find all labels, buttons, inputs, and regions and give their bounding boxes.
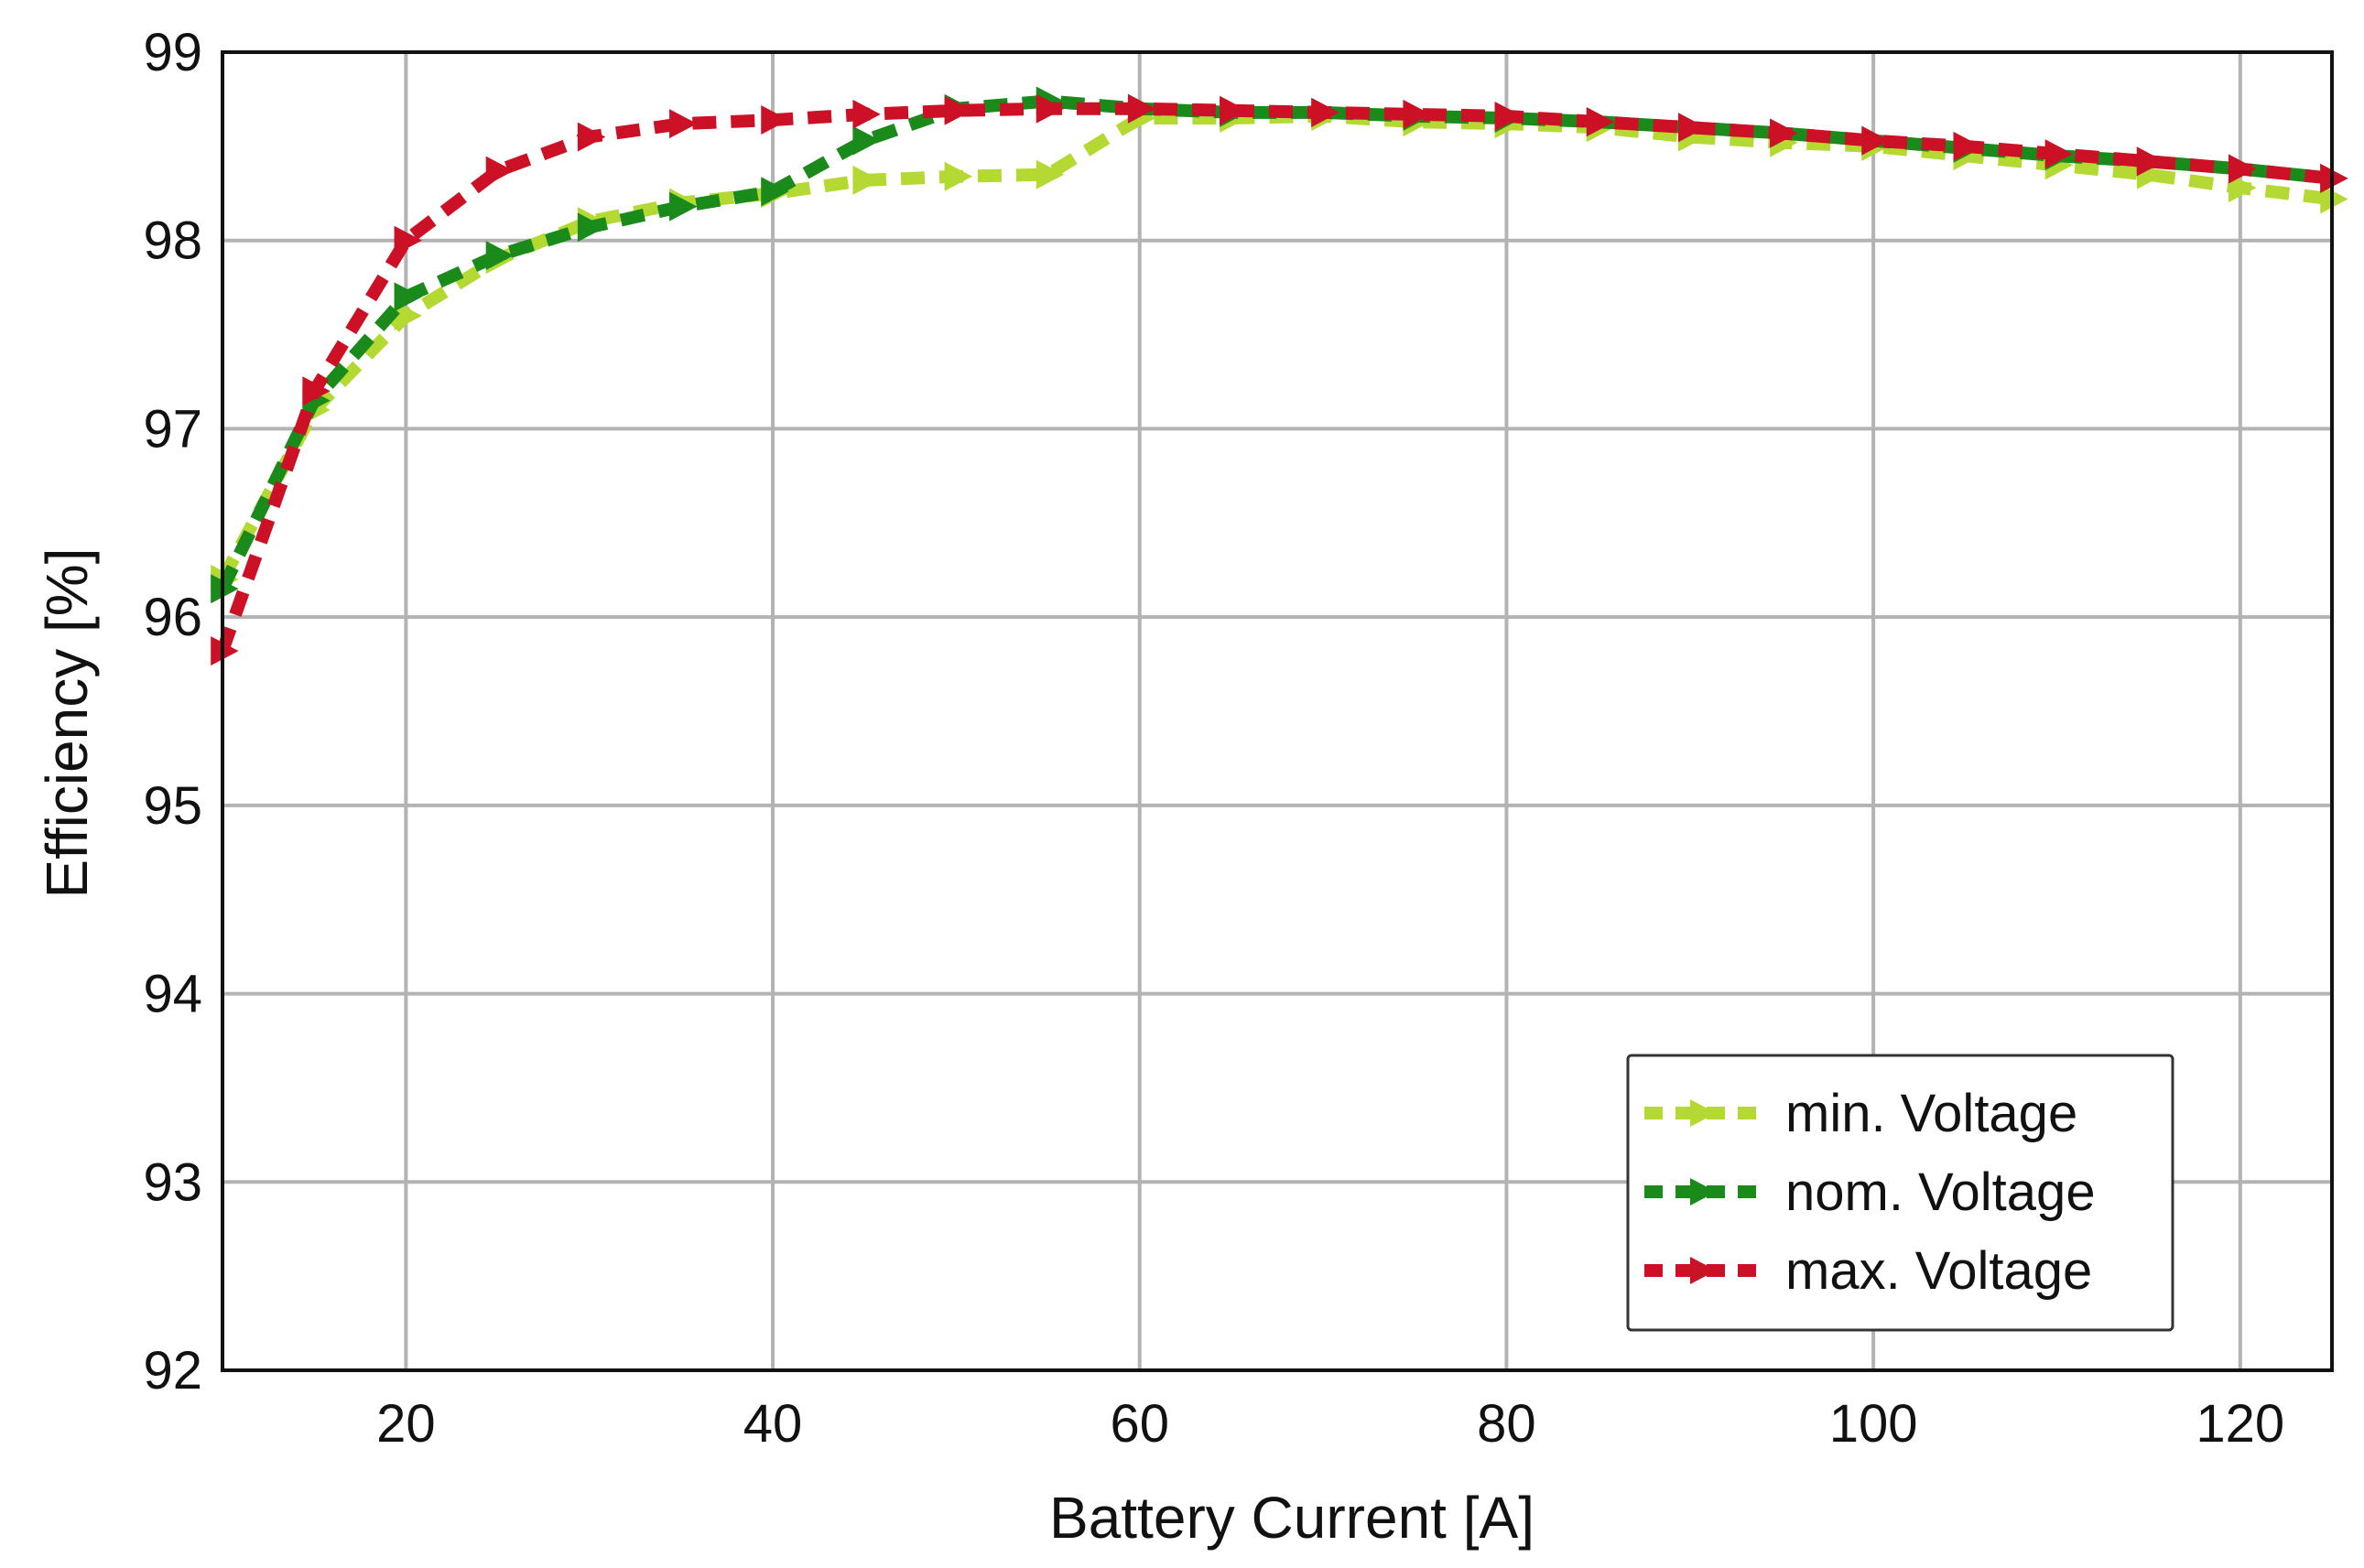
data-point-marker <box>485 156 515 186</box>
data-point-marker <box>1403 99 1431 129</box>
x-tick-label: 100 <box>1829 1394 1918 1454</box>
data-point-marker <box>394 282 422 312</box>
series-3 <box>211 93 2348 666</box>
data-point-marker <box>1036 93 1065 124</box>
x-tick-label: 20 <box>376 1394 436 1454</box>
y-axis-ticks: 92 93 94 95 96 97 98 99 <box>143 23 202 1400</box>
data-point-marker <box>1586 107 1615 137</box>
x-axis-ticks: 20 40 60 80 100 120 <box>376 1394 2284 1454</box>
data-series <box>211 86 2348 666</box>
y-tick-label: 99 <box>143 23 202 82</box>
data-point-marker <box>2320 184 2348 214</box>
data-point-marker <box>761 177 789 207</box>
x-axis-title: Battery Current [A] <box>1049 1485 1534 1551</box>
series-line <box>216 109 2333 583</box>
legend-item: nom. Voltage <box>1644 1162 2096 1222</box>
data-point-marker <box>1220 95 1248 125</box>
data-point-marker <box>302 376 331 406</box>
data-point-marker <box>2320 163 2348 193</box>
data-point-marker <box>1036 159 1065 189</box>
y-axis-title: Efficiency [%] <box>34 548 100 899</box>
x-tick-label: 80 <box>1477 1394 1536 1454</box>
series-line <box>216 94 2333 592</box>
plot-border <box>221 50 2334 1372</box>
series-2 <box>211 86 2348 604</box>
data-point-marker <box>1494 101 1524 131</box>
y-tick-label: 97 <box>143 399 202 459</box>
y-tick-label: 96 <box>143 588 202 647</box>
data-point-marker <box>944 95 972 125</box>
plot-frame <box>221 50 2334 1372</box>
data-point-marker <box>944 161 972 191</box>
data-point-marker <box>577 212 606 243</box>
data-point-marker <box>1311 97 1339 127</box>
data-point-marker <box>394 301 422 330</box>
data-point-marker <box>761 105 789 135</box>
legend-swatch-marker <box>1690 1178 1717 1206</box>
legend-label: min. Voltage <box>1785 1084 2077 1143</box>
legend-label: max. Voltage <box>1785 1241 2092 1301</box>
legend-swatch-marker <box>1690 1257 1717 1284</box>
data-point-marker <box>2044 139 2074 169</box>
data-point-marker <box>485 241 515 271</box>
series-1 <box>211 101 2348 594</box>
data-point-marker <box>1953 131 1981 161</box>
data-point-marker <box>2228 173 2257 203</box>
data-point-marker <box>1861 125 1890 156</box>
data-point-marker <box>852 125 881 156</box>
data-point-marker <box>2136 146 2165 177</box>
legend-swatch-marker <box>1690 1099 1717 1127</box>
data-point-marker <box>211 574 239 604</box>
legend-label: nom. Voltage <box>1785 1162 2096 1222</box>
data-point-marker <box>577 122 606 152</box>
legend-box <box>1626 1054 2174 1332</box>
data-point-marker <box>1770 118 1798 148</box>
series-line <box>216 102 2333 654</box>
y-tick-label: 95 <box>143 776 202 836</box>
y-tick-label: 92 <box>143 1341 202 1400</box>
legend: min. Voltage nom. Voltage max. Voltage <box>1626 1054 2174 1332</box>
data-point-marker <box>669 109 698 139</box>
y-tick-label: 94 <box>143 965 202 1024</box>
x-tick-label: 60 <box>1110 1394 1169 1454</box>
y-tick-label: 93 <box>143 1152 202 1212</box>
data-point-marker <box>1127 93 1156 124</box>
data-point-marker <box>2228 154 2257 184</box>
data-point-marker <box>1677 113 1707 143</box>
data-point-marker <box>852 165 881 195</box>
data-point-marker <box>394 225 422 255</box>
x-tick-label: 40 <box>743 1394 803 1454</box>
legend-item: min. Voltage <box>1644 1084 2077 1143</box>
data-point-marker <box>852 99 881 129</box>
x-tick-label: 120 <box>2196 1394 2284 1454</box>
data-point-marker <box>211 636 239 666</box>
data-point-marker <box>669 191 698 222</box>
legend-item: max. Voltage <box>1644 1241 2092 1301</box>
y-tick-label: 98 <box>143 211 202 271</box>
